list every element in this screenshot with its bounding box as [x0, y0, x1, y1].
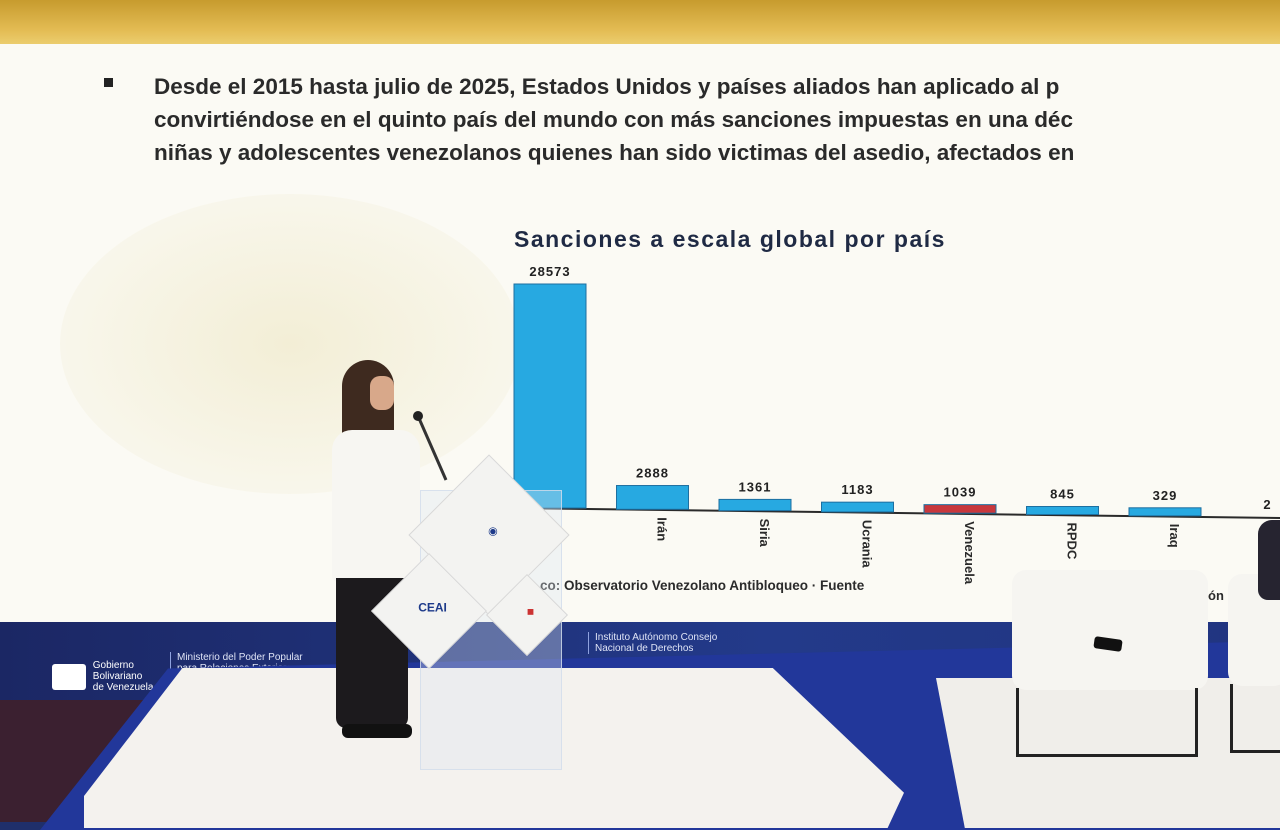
- projection-screen: [0, 44, 1280, 654]
- ceiling-panel: [0, 0, 1280, 52]
- gov-line-2: Bolivariano: [92, 671, 143, 682]
- bar-ucrania: [821, 501, 894, 513]
- value-label-4: 1039: [944, 485, 977, 500]
- armchair-center-legs: [1016, 688, 1198, 757]
- speaker-person: [330, 360, 440, 745]
- bar-item-0: [513, 283, 587, 509]
- speaker-shoes: [342, 724, 412, 738]
- seated-person-right: [1258, 520, 1280, 600]
- flag-icon: [52, 663, 86, 690]
- category-label-iraq: Iraq: [1167, 524, 1182, 548]
- ceai-logo: CEAI: [418, 600, 447, 615]
- category-label-venezuela: Venezuela: [962, 521, 977, 585]
- paragraph-line-1: Desde el 2015 hasta julio de 2025, Estad…: [154, 74, 1060, 99]
- value-label-7: 2: [1263, 497, 1271, 512]
- bar-iraq: [1128, 507, 1202, 517]
- value-label-3: 1183: [841, 482, 873, 497]
- gov-logo: Gobierno Bolivariano de Venezuela: [52, 660, 153, 693]
- category-label-irán: Irán: [655, 517, 670, 541]
- category-label-ucrania: Ucrania: [860, 520, 875, 568]
- bullet-marker: [104, 78, 113, 87]
- paragraph-line-2: convirtiéndose en el quinto país del mun…: [154, 107, 1073, 132]
- slide-paragraph: Desde el 2015 hasta julio de 2025, Estad…: [154, 70, 1280, 169]
- value-label-0: 28573: [529, 264, 570, 279]
- bar-venezuela: [923, 504, 997, 514]
- chart-source-tail: ón: [1208, 588, 1224, 603]
- stage-platform-left: [84, 668, 904, 828]
- gov-line-1: Gobierno: [92, 660, 134, 671]
- institute-line-1: Instituto Autónomo Consejo: [595, 632, 718, 643]
- chart-source: co: Observatorio Venezolano Antibloqueo …: [540, 578, 865, 593]
- speaker-jacket: [332, 430, 420, 582]
- chart-title: Sanciones a escala global por país: [514, 226, 946, 252]
- armchair-center: [1012, 570, 1208, 690]
- category-label-rpdc: RPDC: [1065, 523, 1080, 560]
- category-label-siria: Siria: [757, 519, 772, 548]
- value-label-1: 2888: [636, 466, 669, 481]
- ministry-line-1: Ministerio del Poder Popular: [177, 652, 303, 663]
- stage-platform-right: [936, 678, 1280, 828]
- bar-irán: [616, 485, 689, 510]
- value-label-6: 329: [1153, 488, 1178, 503]
- speaker-face: [370, 376, 394, 410]
- paragraph-line-3: niñas y adolescentes venezolanos quienes…: [154, 140, 1075, 165]
- value-label-2: 1361: [739, 479, 772, 494]
- screen-glow: [60, 194, 520, 494]
- armchair-right-legs: [1230, 684, 1280, 753]
- institute-line-2: Nacional de Derechos: [595, 643, 694, 654]
- bar-siria: [718, 498, 792, 512]
- bar-rpdc: [1026, 506, 1099, 515]
- institute-label: Instituto Autónomo Consejo Nacional de D…: [588, 632, 717, 654]
- microphone-icon: [413, 411, 448, 481]
- value-label-5: 845: [1050, 487, 1075, 502]
- world-map-icon: ■: [526, 604, 535, 619]
- globe-icon: ◉: [488, 525, 498, 538]
- gov-line-3: de Venezuela: [92, 682, 154, 693]
